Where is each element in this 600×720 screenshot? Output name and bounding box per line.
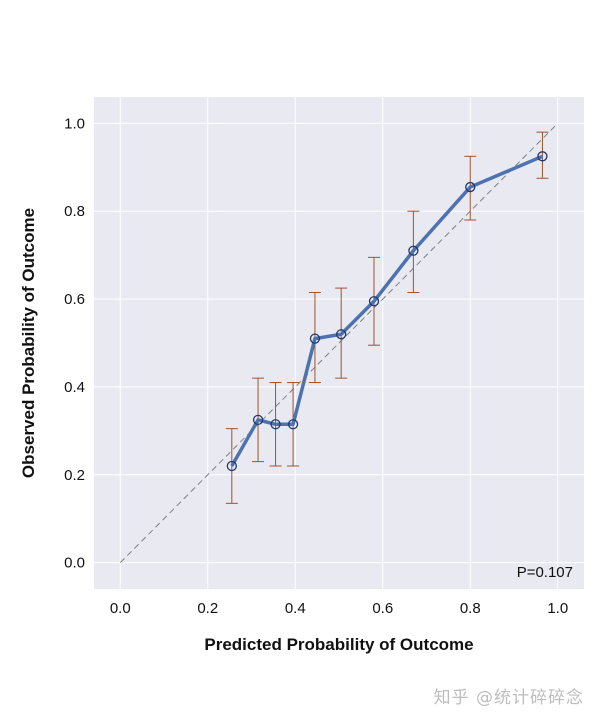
y-tick-label: 0.8 bbox=[64, 203, 85, 220]
x-tick-label: 0.6 bbox=[372, 600, 393, 617]
data-point bbox=[465, 181, 476, 193]
x-tick-labels: 0.0 0.2 0.4 0.6 0.8 1.0 bbox=[110, 600, 568, 617]
data-point bbox=[287, 419, 299, 430]
y-tick-label: 0.2 bbox=[64, 467, 85, 484]
x-tick-label: 0.4 bbox=[285, 600, 306, 617]
data-point bbox=[368, 296, 380, 307]
series-polyline bbox=[230, 154, 544, 467]
data-points bbox=[226, 151, 548, 472]
watermark: 知乎 @统计碎碎念 bbox=[433, 688, 584, 708]
x-axis-title: Predicted Probability of Outcome bbox=[204, 635, 473, 654]
x-tick-label: 0.0 bbox=[110, 600, 131, 617]
reference-diagonal bbox=[119, 123, 559, 563]
y-tick-label: 0.6 bbox=[64, 291, 85, 308]
y-tick-label: 1.0 bbox=[64, 115, 85, 132]
data-point bbox=[270, 419, 281, 430]
p-value-annotation: P=0.107 bbox=[517, 564, 573, 581]
data-point bbox=[309, 333, 321, 344]
x-tick-label: 0.2 bbox=[197, 600, 218, 617]
y-tick-label: 0.0 bbox=[64, 555, 85, 572]
data-point bbox=[408, 245, 419, 256]
series-line bbox=[230, 154, 544, 467]
data-point bbox=[537, 151, 548, 162]
data-point bbox=[336, 329, 347, 340]
y-tick-labels: 0.0 0.2 0.4 0.6 0.8 1.0 bbox=[64, 115, 85, 571]
y-axis-title: Observed Probability of Outcome bbox=[19, 208, 38, 478]
y-tick-label: 0.4 bbox=[64, 379, 85, 396]
data-point bbox=[252, 414, 264, 426]
grid-lines bbox=[94, 97, 584, 589]
x-tick-label: 1.0 bbox=[547, 600, 568, 617]
data-point bbox=[226, 460, 237, 472]
reference-line bbox=[119, 123, 559, 563]
x-tick-label: 0.8 bbox=[460, 600, 481, 617]
